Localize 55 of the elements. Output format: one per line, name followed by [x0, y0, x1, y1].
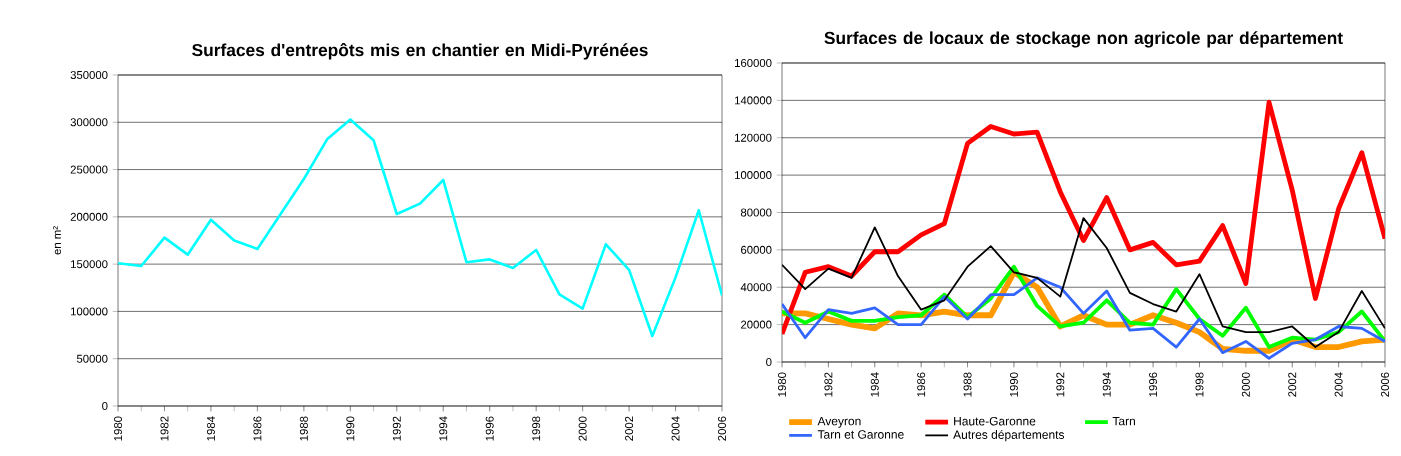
x-tick-label: 2006	[1381, 372, 1389, 397]
y-tick-label: 20000	[741, 320, 772, 329]
legend-label: Haute-Garonne	[954, 416, 1036, 426]
y-tick-label: 0	[102, 401, 108, 410]
y-tick-label: 50000	[76, 354, 108, 363]
x-tick-label: 1988	[963, 372, 972, 397]
x-tick-label: 2002	[1288, 372, 1297, 397]
y-tick-label: 300000	[70, 118, 108, 127]
x-tick-label: 1996	[485, 416, 494, 441]
x-tick-label: 2004	[1334, 372, 1343, 397]
line-series	[118, 118, 723, 338]
x-tick-label: 2002	[625, 416, 634, 441]
x-tick-label: 1982	[824, 372, 833, 397]
x-tick-label: 1980	[778, 372, 787, 397]
legend-label: Aveyron	[817, 416, 861, 428]
x-tick-label: 1988	[299, 416, 308, 441]
legend-label: Autres départements	[953, 429, 1065, 442]
x-tick-label: 1984	[206, 416, 215, 441]
y-tick-label: 0	[766, 357, 772, 366]
y-tick-label: 120000	[735, 133, 772, 142]
x-tick-label: 1986	[253, 416, 262, 441]
x-tick-label: 2006	[718, 416, 727, 441]
y-tick-label: 100000	[71, 307, 108, 316]
x-tick-label: 1994	[1102, 372, 1111, 397]
x-tick-label: 1984	[870, 372, 879, 397]
y-tick-label: 40000	[740, 283, 772, 292]
x-tick-label: 1992	[1056, 372, 1065, 397]
chart-title: Surfaces de locaux de stockage non agricole par département	[824, 31, 1343, 48]
x-tick-label: 1990	[1009, 372, 1018, 397]
x-tick-label: 1998	[532, 416, 541, 441]
y-tick-label: 60000	[741, 245, 772, 254]
y-tick-label: 160000	[735, 58, 772, 67]
x-tick-label: 2004	[671, 416, 680, 441]
y-tick-label: 140000	[735, 96, 772, 105]
legend-label: Tarn	[1112, 416, 1135, 426]
chart-title: Surfaces d'entrepôts mis en chantier en Midi-Pyrénées	[192, 43, 648, 60]
y-axis-title: en m²	[53, 226, 61, 255]
y-tick-label: 150000	[71, 260, 108, 269]
x-tick-label: 2000	[578, 416, 587, 441]
y-tick-label: 250000	[70, 165, 108, 174]
x-tick-label: 1998	[1195, 372, 1204, 397]
x-tick-label: 1996	[1149, 372, 1158, 397]
line-series	[782, 99, 1385, 337]
x-tick-label: 1980	[114, 416, 123, 441]
y-tick-label: 350000	[70, 70, 108, 79]
x-tick-label: 1990	[346, 416, 355, 441]
x-tick-label: 1982	[160, 416, 169, 441]
y-tick-label: 200000	[70, 212, 108, 221]
x-tick-label: 2000	[1241, 372, 1250, 397]
x-tick-label: 1994	[439, 416, 448, 441]
legend-label: Tarn et Garonne	[817, 430, 904, 439]
y-tick-label: 100000	[735, 171, 772, 180]
y-tick-label: 80000	[740, 208, 772, 217]
x-tick-label: 1992	[392, 416, 401, 441]
x-tick-label: 1986	[917, 372, 926, 397]
